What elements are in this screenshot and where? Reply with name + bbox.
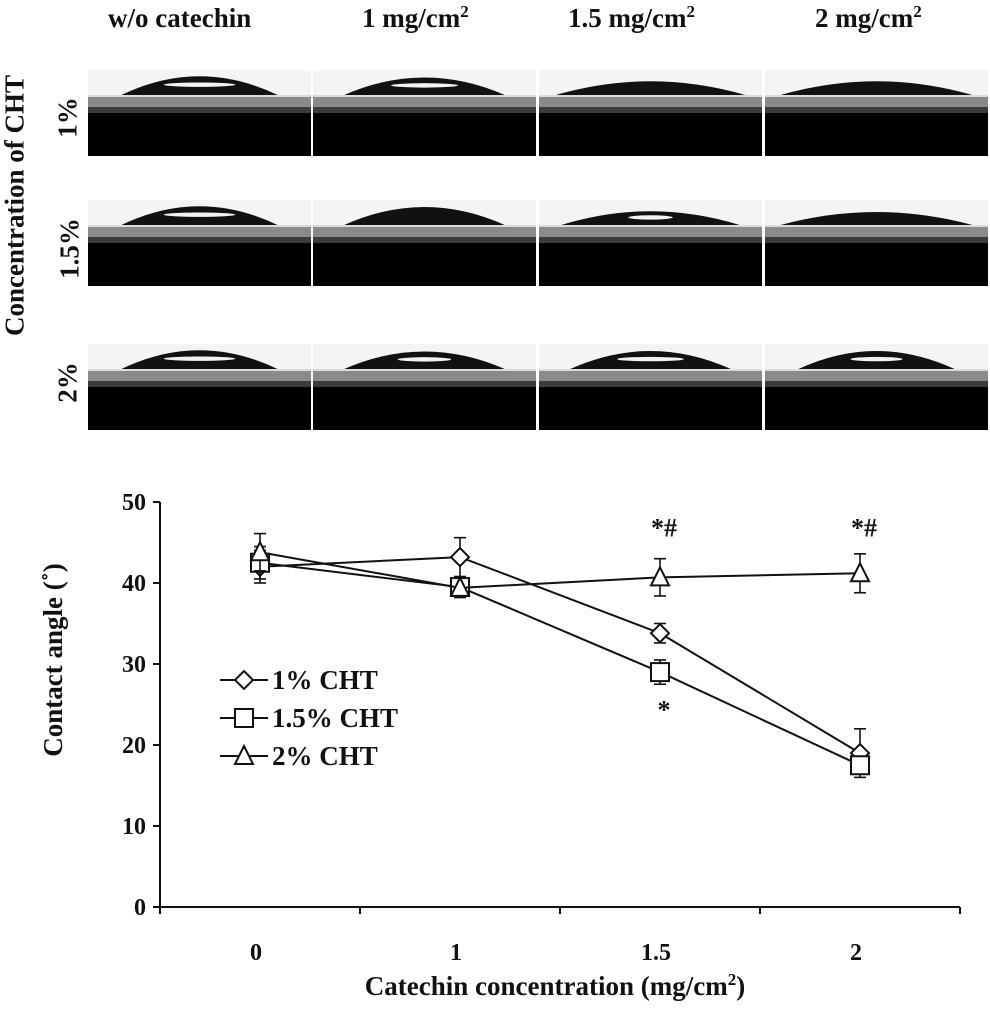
legend-label: 1% CHT <box>272 665 378 695</box>
droplet-photo <box>313 200 536 286</box>
y-axis-title: Contact angle (˚) <box>38 563 68 756</box>
y-tick-label: 10 <box>122 814 146 840</box>
y-tick-label: 30 <box>122 652 146 678</box>
droplet-photo <box>88 70 311 156</box>
legend-label: 2% CHT <box>272 741 378 771</box>
data-point <box>849 561 871 583</box>
contact-angle-chart: 0 10 20 30 40 50 0 1 1.5 2 *# *# * 1% CHT 1.5% CHT 2%… <box>38 490 961 1001</box>
column-header-2: 2 mg/cm2 <box>815 2 922 33</box>
legend-marker <box>234 708 254 728</box>
series-line <box>259 551 861 589</box>
column-header-1: 1 mg/cm2 <box>362 2 469 33</box>
data-point <box>650 662 670 683</box>
significance-mark: *# <box>651 513 677 542</box>
droplet-photo <box>88 344 311 430</box>
data-point <box>649 565 671 587</box>
row-label-1: 1% <box>52 97 83 138</box>
legend-item: 2% CHT <box>220 741 378 771</box>
series-triangle <box>249 532 871 599</box>
droplet-photo <box>88 200 311 286</box>
column-header-1-5: 1.5 mg/cm2 <box>568 2 695 33</box>
chart-series <box>249 532 871 779</box>
data-point <box>649 622 671 644</box>
chart-axes: 0 10 20 30 40 50 0 1 1.5 2 <box>122 490 961 966</box>
significance-mark: *# <box>851 513 877 542</box>
row-label-1-5: 1.5% <box>54 218 85 279</box>
data-point <box>850 755 870 776</box>
data-point <box>449 575 471 597</box>
droplet-photo <box>313 70 536 156</box>
x-axis-title: Catechin concentration (mg/cm2) <box>365 970 745 1001</box>
row-label-2: 2% <box>52 362 83 403</box>
x-tick-label: 1.5 <box>641 940 671 966</box>
series-line <box>259 561 861 767</box>
significance-mark: * <box>658 696 671 725</box>
droplet-photo <box>765 70 988 156</box>
y-tick-label: 50 <box>122 490 146 516</box>
x-tick-label: 1 <box>450 940 462 966</box>
droplet-photo <box>539 200 762 286</box>
legend-marker <box>233 669 255 691</box>
droplet-photo <box>313 344 536 430</box>
y-tick-label: 0 <box>134 895 146 921</box>
x-tick-label: 2 <box>850 940 862 966</box>
series-diamond <box>249 536 871 779</box>
legend-item: 1.5% CHT <box>220 703 398 733</box>
data-point <box>449 546 471 568</box>
droplet-photo <box>765 200 988 286</box>
row-group-label: Concentration of CHT <box>0 75 30 336</box>
data-point <box>249 539 271 562</box>
x-tick-label: 0 <box>250 940 262 966</box>
y-tick-label: 40 <box>122 571 146 597</box>
droplet-photo <box>539 344 762 430</box>
droplet-photo <box>765 344 988 430</box>
chart-annotations: *# *# * <box>651 513 877 724</box>
y-tick-label: 20 <box>122 733 146 759</box>
legend-label: 1.5% CHT <box>272 703 398 733</box>
legend-item: 1% CHT <box>220 665 378 695</box>
legend-marker <box>233 743 255 765</box>
column-header-control: w/o catechin <box>108 3 252 33</box>
droplet-photo <box>539 70 762 156</box>
series-line <box>259 556 861 754</box>
chart-legend: 1% CHT 1.5% CHT 2% CHT <box>220 665 398 771</box>
